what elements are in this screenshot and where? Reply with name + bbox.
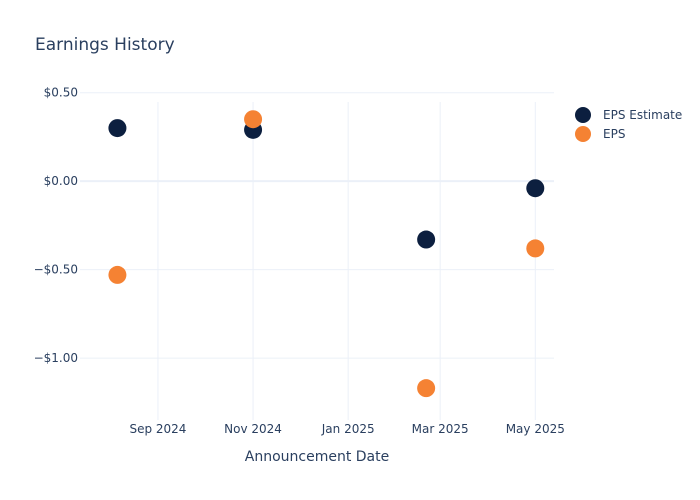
y-tick-label: $0.00 xyxy=(44,174,78,188)
eps-estimate-point[interactable] xyxy=(108,119,127,138)
legend-marker xyxy=(575,107,591,123)
legend-label: EPS xyxy=(603,127,625,141)
x-tick-label: Sep 2024 xyxy=(129,422,186,436)
legend-item-eps[interactable]: EPS xyxy=(575,126,625,142)
y-tick-label: −$1.00 xyxy=(34,351,78,365)
eps-estimate-point[interactable] xyxy=(417,230,436,249)
eps-point[interactable] xyxy=(108,265,127,284)
legend[interactable]: EPS Estimate EPS xyxy=(575,107,682,142)
x-tick-label: May 2025 xyxy=(506,422,565,436)
eps-point[interactable] xyxy=(244,110,263,129)
x-tick-label: Mar 2025 xyxy=(412,422,469,436)
y-axis-ticks: $0.50 $0.00 −$0.50 −$1.00 xyxy=(34,86,78,365)
chart-title: Earnings History xyxy=(35,35,175,55)
legend-marker xyxy=(575,126,591,142)
eps-point[interactable] xyxy=(526,239,545,258)
x-axis-title: Announcement Date xyxy=(245,449,389,465)
eps-estimate-point[interactable] xyxy=(526,179,545,198)
eps-point[interactable] xyxy=(417,379,436,398)
grid xyxy=(80,92,554,420)
y-tick-label: $0.50 xyxy=(44,86,78,100)
x-tick-label: Jan 2025 xyxy=(321,422,375,436)
legend-label: EPS Estimate xyxy=(603,108,682,122)
x-tick-label: Nov 2024 xyxy=(224,422,282,436)
data-points xyxy=(108,110,545,398)
y-tick-label: −$0.50 xyxy=(34,263,78,277)
x-axis-ticks: Sep 2024 Nov 2024 Jan 2025 Mar 2025 May 2025 xyxy=(129,422,564,436)
legend-item-eps-estimate[interactable]: EPS Estimate xyxy=(575,107,682,123)
